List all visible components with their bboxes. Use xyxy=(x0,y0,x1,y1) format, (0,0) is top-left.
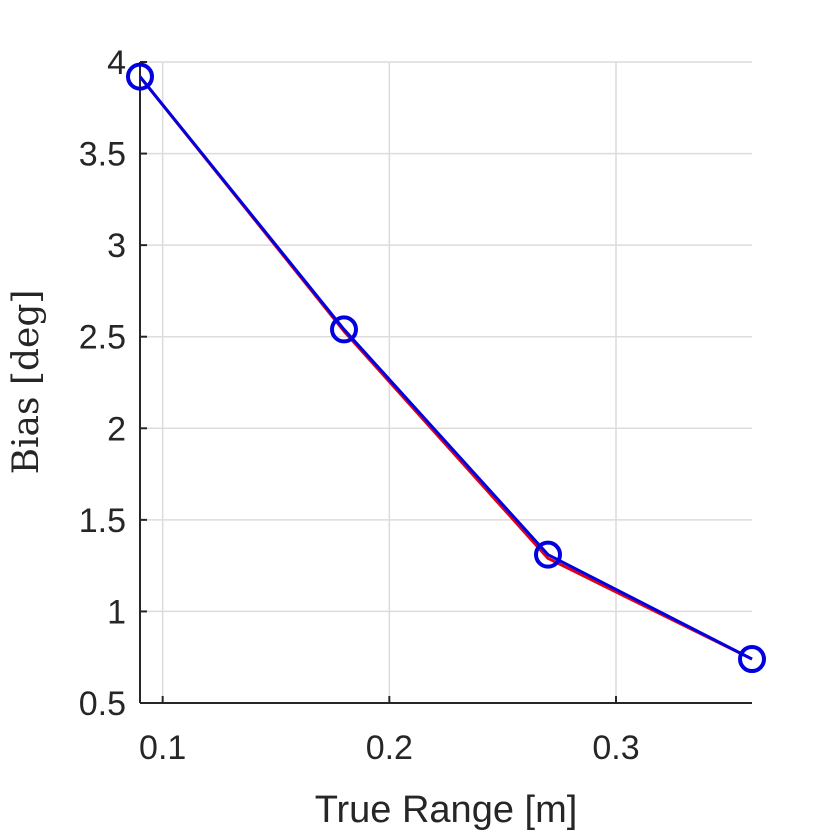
series-1-line xyxy=(138,75,753,661)
y-tick-label: 2.5 xyxy=(79,319,126,357)
x-tick-label: 0.3 xyxy=(592,729,639,767)
y-tick-label: 1 xyxy=(107,593,126,631)
y-tick-label: 3.5 xyxy=(79,136,126,174)
y-tick-label: 3 xyxy=(107,227,126,265)
y-tick-label: 4 xyxy=(107,44,126,82)
series-2-point xyxy=(738,645,766,674)
series-layer xyxy=(126,62,766,674)
grid-layer xyxy=(140,61,752,704)
series-2-point xyxy=(534,540,562,569)
y-tick-label: 0.5 xyxy=(79,685,126,723)
series-2-point xyxy=(330,315,358,344)
series-2-line xyxy=(138,75,753,661)
x-tick-label: 0.1 xyxy=(139,729,186,767)
y-tick-label: 2 xyxy=(107,410,126,448)
x-axis-label: True Range [m] xyxy=(315,789,578,830)
y-tick-label: 1.5 xyxy=(79,502,126,540)
y-axis-label: Bias [deg] xyxy=(6,290,47,475)
ticks-layer: 0.1 0.2 0.3 0.5 1 1.5 2 2.5 3 3.5 4 xyxy=(79,44,640,767)
axes-layer xyxy=(139,61,752,704)
x-tick-label: 0.2 xyxy=(366,729,413,767)
series-2-point xyxy=(126,62,154,91)
